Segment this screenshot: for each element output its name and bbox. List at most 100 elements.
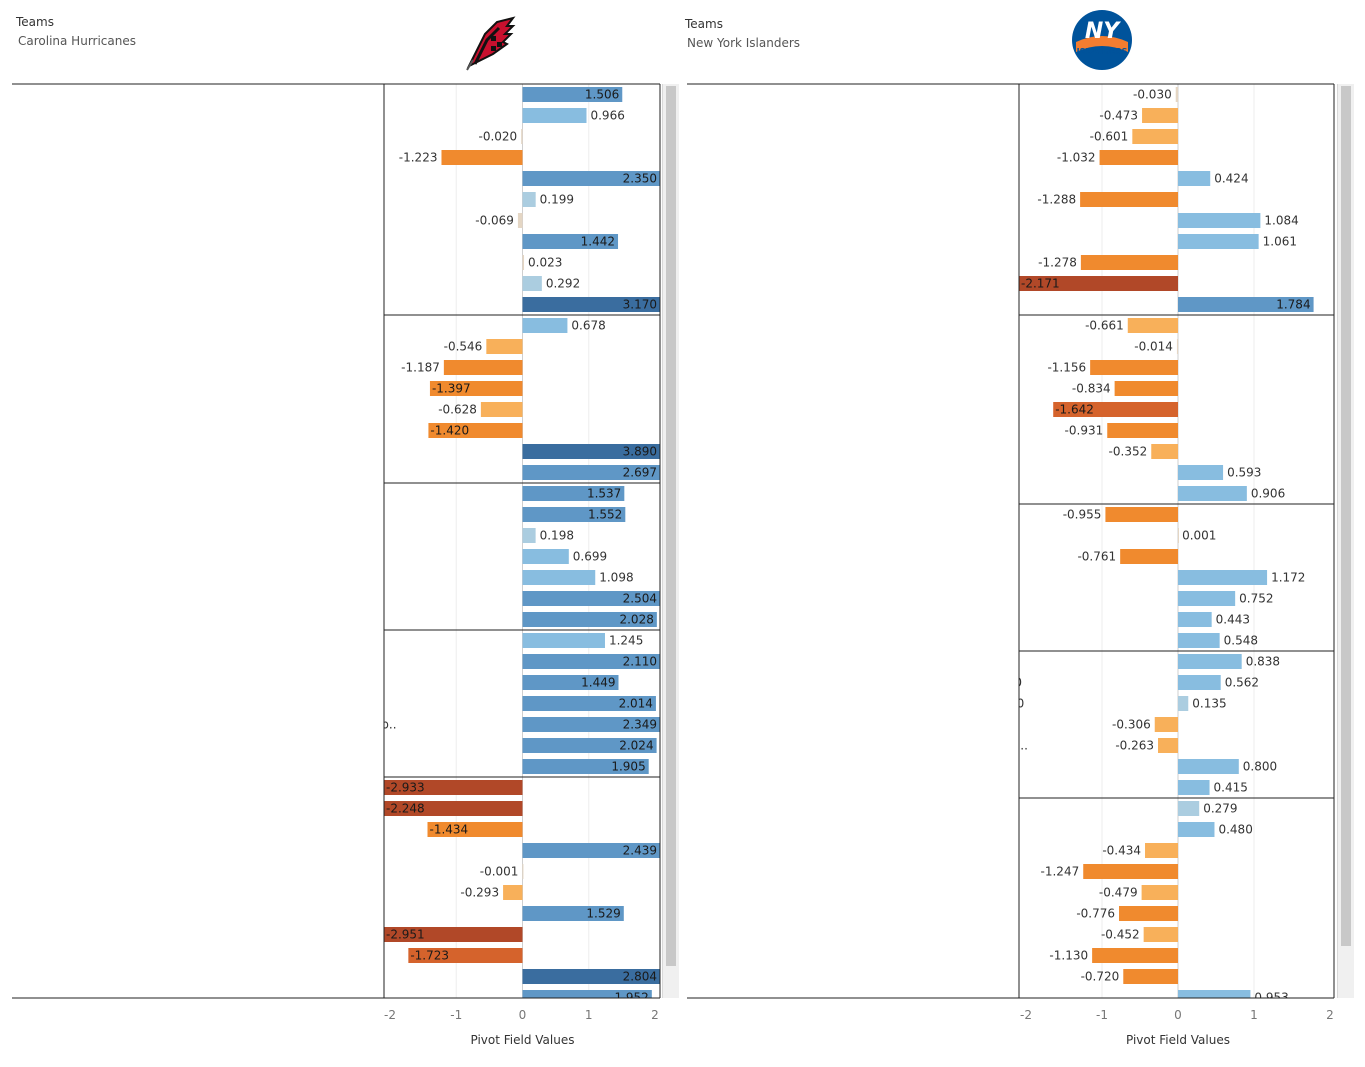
bar[interactable]: [522, 696, 656, 711]
row-label[interactable]: Entries per 60: [174, 340, 259, 354]
row-label[interactable]: Exits w/ Possession per 60: [813, 970, 971, 984]
row-label[interactable]: One-timer/60: [174, 193, 254, 207]
row-label[interactable]: Entries per 60: [813, 340, 898, 354]
bar[interactable]: [522, 444, 683, 459]
row-label[interactable]: Carry-in%: [174, 382, 233, 396]
row-label[interactable]: High Danger Passes per 60: [813, 277, 975, 291]
bar[interactable]: [1145, 843, 1178, 858]
bar[interactable]: [522, 570, 596, 585]
row-label[interactable]: Entries leading to Chances: [813, 424, 974, 438]
row-label[interactable]: Shots w/ Passes per 60: [174, 109, 312, 123]
row-label[interactable]: Entries Against per 60: [813, 508, 947, 522]
bar[interactable]: [522, 591, 683, 606]
bar[interactable]: [486, 339, 523, 354]
row-label[interactable]: Entries leading to Chances: [174, 403, 335, 417]
bar[interactable]: [1120, 549, 1178, 564]
row-label[interactable]: Forecheck Pressures per 60: [813, 466, 978, 480]
row-label[interactable]: High Danger Passes Against per 60: [174, 676, 385, 690]
row-label[interactable]: Rebounds/60: [174, 214, 253, 228]
row-label[interactable]: Rush Offense/60: [174, 151, 273, 165]
row-label[interactable]: Entries w/ Passing Play: [813, 445, 950, 459]
bar[interactable]: [522, 318, 568, 333]
bar[interactable]: [1127, 318, 1178, 333]
row-label[interactable]: Recovered Entries per 60: [174, 466, 326, 480]
bar[interactable]: [1114, 381, 1178, 396]
bar[interactable]: [1178, 822, 1215, 837]
bar[interactable]: [1178, 801, 1200, 816]
scrollbar-thumb[interactable]: [1341, 86, 1351, 946]
row-label[interactable]: Shots off Forecheck/Cycle Against ..: [813, 739, 1028, 753]
bar[interactable]: [522, 864, 524, 879]
row-label[interactable]: Exit w/ Possession%: [174, 928, 294, 942]
bar[interactable]: [503, 885, 523, 900]
row-label[interactable]: Center Lane Assists per 60: [813, 256, 974, 270]
row-label[interactable]: Exits per 60: [813, 886, 885, 900]
row-label[interactable]: Entry%: [174, 319, 217, 333]
bar[interactable]: [522, 465, 683, 480]
row-label[interactable]: Successful Retrieval%: [174, 844, 306, 858]
bar[interactable]: [1178, 654, 1242, 669]
bar[interactable]: [1090, 360, 1178, 375]
bar[interactable]: [1178, 570, 1268, 585]
row-label[interactable]: Point Shots per 60: [174, 298, 284, 312]
row-label[interactable]: Forecheck Pressures per 60: [174, 445, 339, 459]
bar[interactable]: [1178, 465, 1224, 480]
row-label[interactable]: Retrievals per 60: [813, 823, 915, 837]
row-label[interactable]: Retrievals per 60: [174, 802, 276, 816]
row-label[interactable]: Exit w/ Possession%: [813, 949, 933, 963]
bar[interactable]: [1013, 276, 1178, 291]
bar[interactable]: [1099, 150, 1178, 165]
bar[interactable]: [521, 129, 523, 144]
bar[interactable]: [1151, 444, 1178, 459]
bar[interactable]: [522, 906, 624, 921]
row-label[interactable]: Entry Denial%: [174, 592, 259, 606]
row-label[interactable]: One-timer/60: [813, 193, 893, 207]
bar[interactable]: [522, 633, 605, 648]
bar[interactable]: [522, 969, 683, 984]
row-label[interactable]: Exits w/ Possession per 60: [174, 949, 332, 963]
bar[interactable]: [328, 780, 523, 795]
bar[interactable]: [1143, 927, 1178, 942]
row-label[interactable]: Carries Against per 60: [813, 529, 947, 543]
bar[interactable]: [1123, 969, 1178, 984]
bar[interactable]: [1175, 87, 1178, 102]
bar[interactable]: [1107, 423, 1178, 438]
row-label[interactable]: Exits per 60: [174, 865, 246, 879]
bar[interactable]: [1083, 864, 1178, 879]
row-label[interactable]: Shots w/ Passes Against per 60: [813, 781, 1000, 795]
bar[interactable]: [1119, 906, 1178, 921]
row-label[interactable]: Carry Chance%: [813, 382, 906, 396]
row-label[interactable]: Shots w/ Passes per 60: [813, 109, 951, 123]
row-label[interactable]: Chances/60: [174, 130, 245, 144]
bar[interactable]: [522, 612, 657, 627]
bar[interactable]: [522, 654, 663, 669]
team-name-carolina[interactable]: Carolina Hurricanes: [18, 34, 136, 48]
row-label[interactable]: Entry%: [813, 319, 856, 333]
row-label[interactable]: Carry-in%: [813, 403, 872, 417]
row-label[interactable]: Carry Against%: [813, 550, 906, 564]
bar[interactable]: [1178, 234, 1259, 249]
bar[interactable]: [408, 948, 523, 963]
row-label[interactable]: Successful Exit%: [813, 928, 914, 942]
row-label[interactable]: Chances Against per 60: [813, 655, 956, 669]
row-label[interactable]: Carry Against%: [174, 529, 267, 543]
bar[interactable]: [522, 738, 657, 753]
bar[interactable]: [522, 843, 683, 858]
bar[interactable]: [429, 381, 523, 396]
row-label[interactable]: L2H Passes Against per 60: [174, 697, 333, 711]
bar[interactable]: [1154, 717, 1178, 732]
bar[interactable]: [428, 423, 523, 438]
row-label[interactable]: DZ Puck Touches per 60: [174, 781, 318, 795]
bar[interactable]: [522, 528, 536, 543]
row-label[interactable]: Chances Allowed per 60: [813, 592, 958, 606]
bar[interactable]: [1105, 507, 1178, 522]
bar[interactable]: [522, 192, 536, 207]
bar[interactable]: [480, 402, 523, 417]
row-label[interactable]: Center Lane Passes Against per 60: [174, 655, 383, 669]
bar[interactable]: [374, 801, 523, 816]
team-name-islanders[interactable]: New York Islanders: [687, 36, 801, 50]
bar[interactable]: [1053, 402, 1178, 417]
bar[interactable]: [1178, 297, 1314, 312]
bar[interactable]: [522, 990, 652, 1005]
row-label[interactable]: Entries w/ Passing Play: [174, 424, 311, 438]
